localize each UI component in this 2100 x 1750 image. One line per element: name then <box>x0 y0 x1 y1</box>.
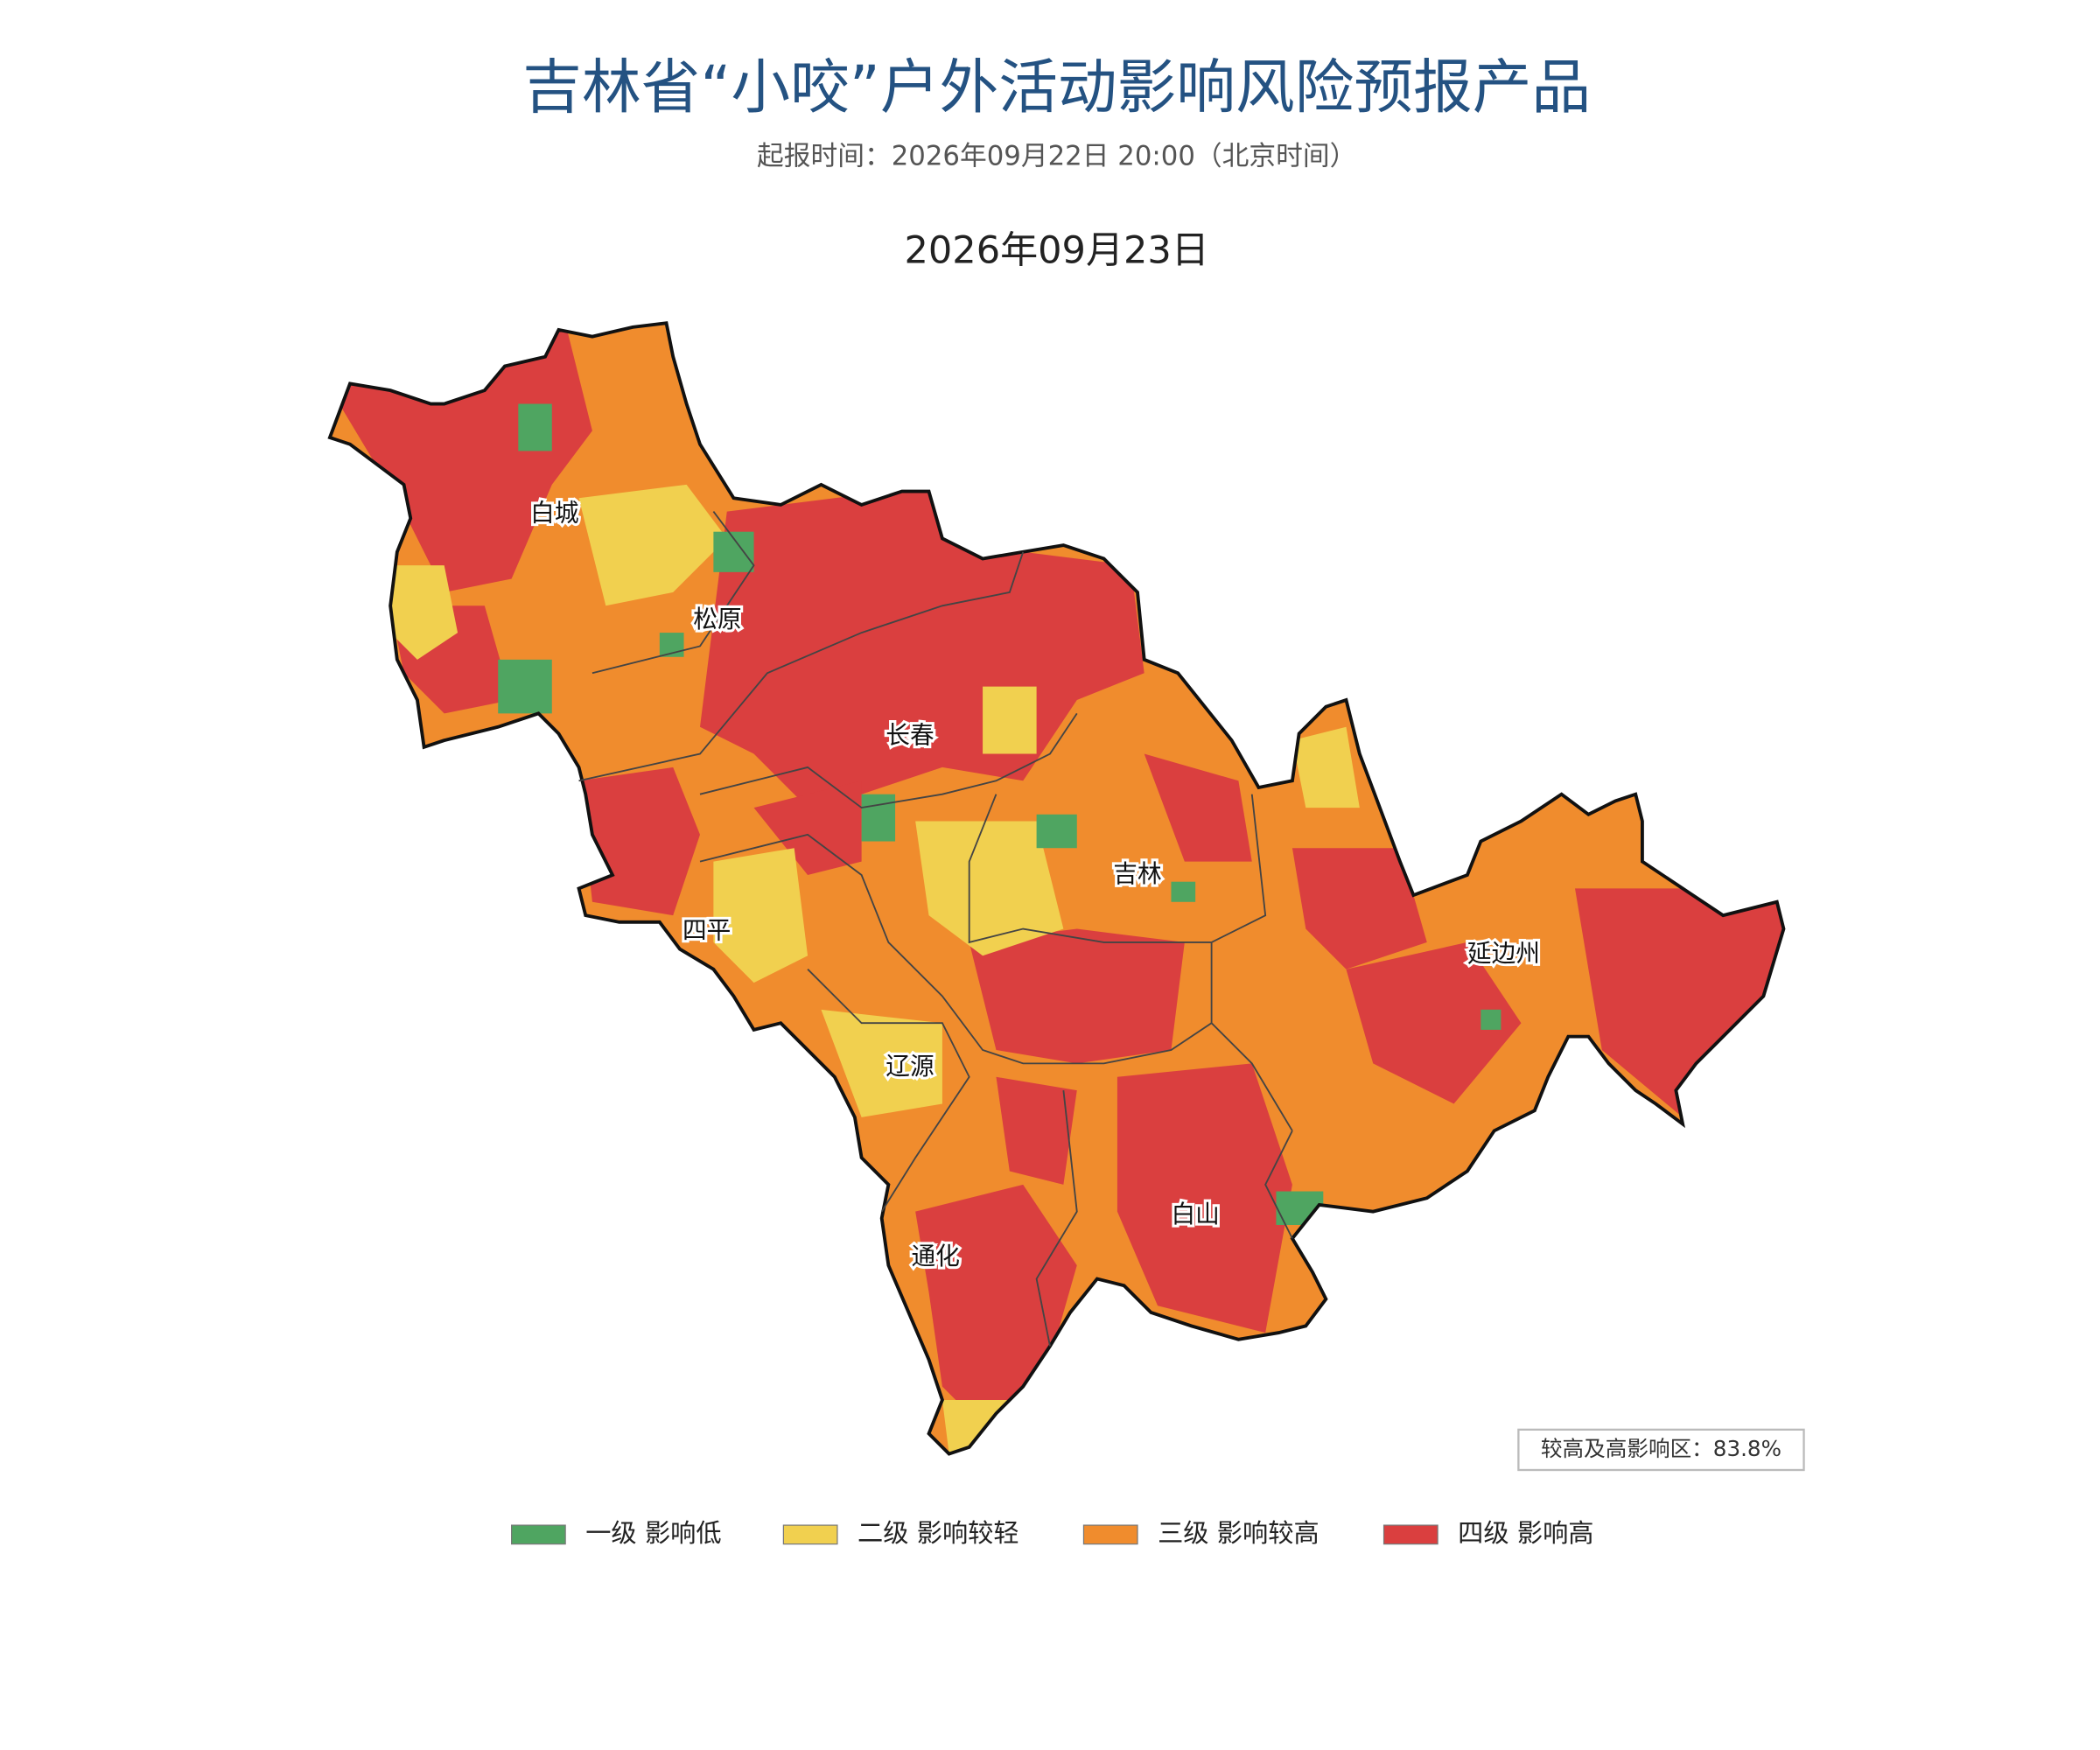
city-borders <box>578 511 1293 1347</box>
level-2-area <box>390 565 458 660</box>
level-1-area <box>518 403 552 452</box>
legend-swatch <box>511 1524 566 1545</box>
city-label: 辽源 <box>886 1052 934 1081</box>
level-2-area <box>983 686 1037 754</box>
city-label: 通化 <box>912 1242 960 1270</box>
title: 吉林省“小咬”户外活动影响风险预报产品 <box>522 52 1591 122</box>
forecast-date: 2026年09月23日 <box>905 229 1209 273</box>
level-4-area <box>753 780 862 875</box>
legend-swatch <box>1082 1524 1138 1545</box>
level-1-area <box>1036 814 1077 849</box>
legend-label: 三级 影响较高 <box>1158 1518 1320 1548</box>
level-4-area <box>1292 848 1427 970</box>
level-2-area <box>942 1400 1024 1454</box>
level-2-area <box>1292 726 1360 808</box>
level-4-area <box>1116 1063 1292 1334</box>
legend-label: 四级 影响高 <box>1458 1518 1593 1548</box>
legend-swatch <box>782 1524 838 1545</box>
map <box>329 323 1784 1454</box>
level-4-area <box>996 1076 1077 1185</box>
city-label: 长春 <box>886 721 934 750</box>
city-label: 延边州 <box>1467 939 1540 968</box>
level-2-area <box>821 1009 942 1117</box>
level-1-area <box>498 659 552 714</box>
legend-label: 二级 影响较轻 <box>858 1518 1019 1548</box>
level-4-area <box>1144 753 1252 862</box>
city-label: 吉林 <box>1113 859 1161 888</box>
level-4-area <box>578 766 700 916</box>
level-4-area <box>1575 888 1784 1117</box>
level-2-area <box>713 848 808 984</box>
level-4-area <box>969 928 1185 1064</box>
level-1-area <box>1480 1009 1502 1030</box>
level-2-area <box>578 484 727 606</box>
level-2-area <box>915 821 1064 956</box>
level-4-area <box>1346 942 1522 1104</box>
legend-label: 一级 影响低 <box>585 1518 721 1548</box>
stat-text: 较高及高影响区：83.8% <box>1541 1436 1782 1461</box>
legend-swatch <box>1382 1524 1438 1545</box>
city-label: 松原 <box>693 605 741 634</box>
stat-box <box>1517 1428 1805 1472</box>
city-label: 白山 <box>1171 1200 1219 1228</box>
city-label: 四平 <box>682 916 731 945</box>
level-1-area <box>1171 881 1196 902</box>
subtitle: 起报时间：2026年09月22日 20:00（北京时间） <box>757 141 1356 172</box>
level-1-area <box>861 794 896 842</box>
city-label: 白城 <box>530 499 578 528</box>
